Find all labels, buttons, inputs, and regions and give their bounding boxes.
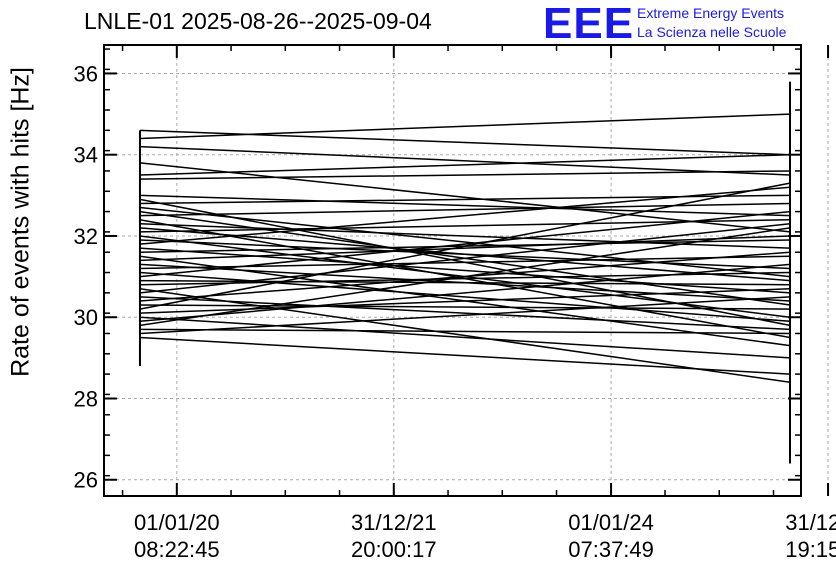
y-tick-label: 32 <box>74 224 98 249</box>
y-tick-label: 26 <box>74 468 98 493</box>
series-line <box>139 223 791 294</box>
series-line <box>139 336 791 375</box>
y-tick-label: 30 <box>74 305 98 330</box>
chart-title: LNLE-01 2025-08-26--2025-09-04 <box>84 8 432 34</box>
series-line <box>139 263 791 323</box>
x-tick-label-date: 01/01/24 <box>568 510 654 535</box>
y-axis-label: Rate of events with hits [Hz] <box>6 67 35 377</box>
series-line <box>139 288 791 383</box>
x-tick-label-time: 08:22:45 <box>134 537 220 562</box>
eee-logo: EEE <box>543 0 635 48</box>
y-tick-label: 36 <box>74 61 98 86</box>
series-line <box>139 227 791 327</box>
series-line <box>139 296 791 331</box>
series-line <box>139 271 791 323</box>
x-tick-label-time: 07:37:49 <box>568 537 654 562</box>
series-line <box>139 239 791 270</box>
x-tick-label-date: 31/12/21 <box>351 510 437 535</box>
series-line <box>139 206 791 278</box>
x-tick-label-time: 19:15:21 <box>785 537 836 562</box>
series-line <box>139 328 791 335</box>
data-series <box>138 81 792 464</box>
series-line <box>139 210 791 278</box>
series-line <box>139 145 791 176</box>
plot-frame <box>103 44 802 497</box>
series-line <box>139 182 791 310</box>
series-line <box>139 170 791 180</box>
logo-subtitle-2: La Scienza nelle Scuole <box>637 24 787 40</box>
series-line <box>139 162 791 233</box>
logo-subtitle-1: Extreme Energy Events <box>637 5 785 21</box>
series-line <box>139 153 791 176</box>
series-line <box>139 194 791 217</box>
y-tick-label: 34 <box>74 143 98 168</box>
series-line <box>139 186 791 245</box>
series-line <box>139 304 791 310</box>
series-line <box>139 296 791 335</box>
series-line <box>139 316 791 359</box>
x-tick-label-date: 01/01/20 <box>134 510 220 535</box>
y-tick-label: 28 <box>74 386 98 411</box>
x-tick-label-date: 31/12/25 <box>785 510 836 535</box>
series-line <box>139 113 791 140</box>
series-line <box>139 202 791 217</box>
x-tick-label-time: 20:00:17 <box>351 537 437 562</box>
axis-ticks <box>104 45 830 497</box>
series-line <box>139 235 791 262</box>
